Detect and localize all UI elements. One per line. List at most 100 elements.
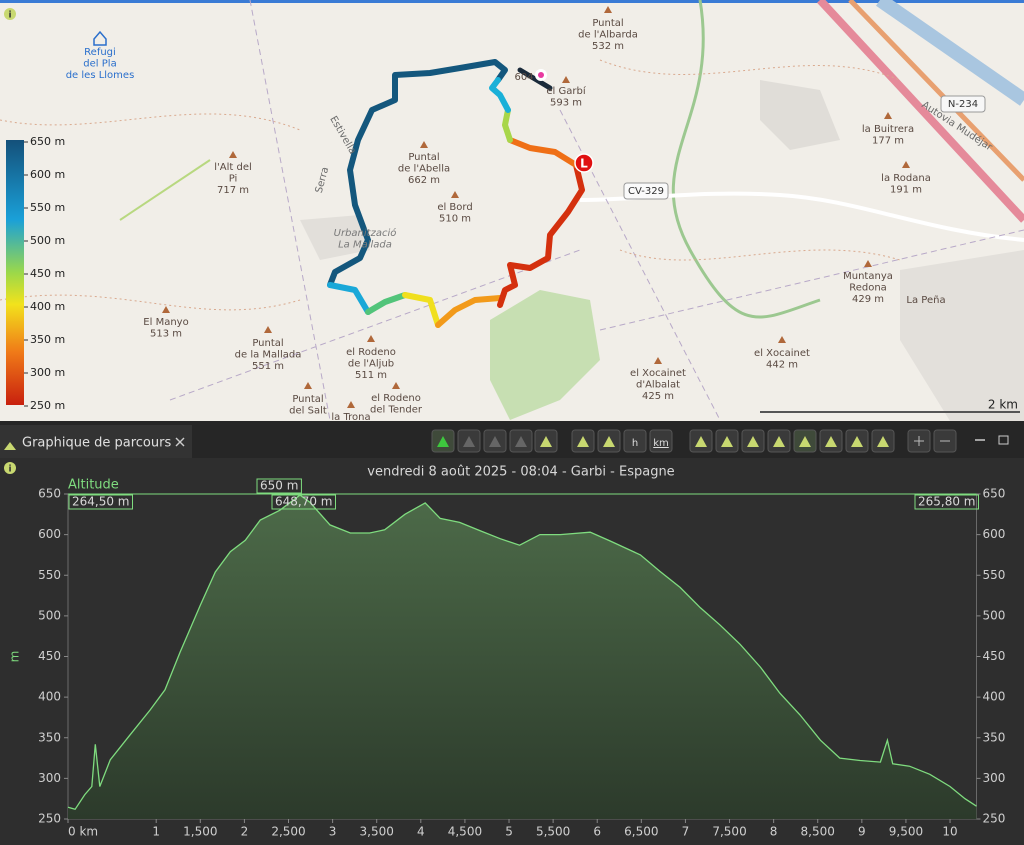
peak-icon [778,336,786,343]
y-tick-label: 600 [983,527,1006,541]
refuge-icon [93,30,107,46]
toolbar-button[interactable] [623,429,647,453]
peak-icon [562,76,570,83]
y-tick-label: 250 [983,812,1006,826]
altitude-line [67,494,977,811]
x-tick-label: 2 [241,825,249,839]
peak-icon [884,112,892,119]
y-tick-label: 550 [38,568,61,582]
x-tick-label: 6 [593,825,601,839]
place-label: del Pla [83,59,116,70]
tab-icon [4,442,16,450]
y-tick-label: 500 [983,608,1006,622]
x-tick-label: 5 [505,825,513,839]
x-tick-label: 8,500 [801,825,835,839]
profile-panel: Graphique de parcours h km i vendredi 8 a… [0,421,1024,845]
toolbar-button[interactable] [649,429,673,453]
svg-text:i: i [8,11,11,21]
place-label: Urbanització [334,227,397,239]
x-tick-label: 9,500 [889,825,923,839]
x-tick-label: 7 [682,825,690,839]
window-maximize [998,435,1009,445]
legend-label: 600 m [30,168,65,181]
place-label: de l'Abella [398,164,450,175]
svg-text:i: i [8,465,11,475]
place-label: el Xocainet [630,368,686,379]
info-icon[interactable]: i [4,8,16,21]
place-label: 191 m [890,185,922,196]
y-tick-label: 400 [38,690,61,704]
legend-label: 500 m [30,234,65,247]
place-label: l'Alt del [214,162,252,173]
place-label: 604 [514,72,533,83]
area [68,495,977,819]
legend-label: 400 m [30,300,65,313]
x-tick-label: 10 [942,825,957,839]
y-tick-label: 250 [38,812,61,826]
x-tick-label: 4,500 [448,825,482,839]
place-label: Puntal [592,18,623,29]
toolbar-glyph [721,436,733,447]
tab-close[interactable] [175,437,185,447]
road-label: CV-329 [628,186,664,197]
place-label: el Garbí [546,85,586,97]
chart-title: vendredi 8 août 2025 - 08:04 - Garbi - E… [367,465,674,480]
route-marker[interactable] [574,153,594,173]
toolbar-label: h [632,438,638,449]
place-label: 551 m [252,361,284,372]
peak-icon [451,191,459,198]
toolbar-glyph [463,436,475,447]
x-tick-label: 4 [417,825,425,839]
legend-label: 550 m [30,201,65,214]
place-label: 425 m [642,391,674,402]
annotation-box [256,478,302,494]
y-tick-label: 350 [38,730,61,744]
x-tick-label: 9 [858,825,866,839]
place-label: La Mallada [338,240,392,251]
toolbar-glyph [825,436,837,447]
x-tick-label: 5,500 [536,825,570,839]
tab[interactable] [0,425,192,458]
place-label: 513 m [150,329,182,340]
place-label: 511 m [355,370,387,381]
y-tick-label: 400 [983,690,1006,704]
toolbar-glyph [577,436,589,447]
toolbar-glyph [851,436,863,447]
place-label: de l'Albarda [578,30,638,41]
legend-label: 250 m [30,399,65,412]
y-tick-label: 450 [983,649,1006,663]
terrain [0,0,1024,421]
info-icon[interactable]: i [4,462,16,475]
place-label: la Rodana [881,173,931,184]
peak-icon [347,401,355,408]
place-label: el Bord [437,202,472,213]
place-label: Puntal [292,394,323,405]
annotation-box [68,494,133,510]
toolbar-glyph [603,436,615,447]
place-label: d'Albalat [636,380,680,391]
x-tick-label: 7,500 [712,825,746,839]
y-tick-label: 300 [983,771,1006,785]
peak-icon [654,357,662,364]
place-label: 593 m [550,98,582,109]
legend-label: 450 m [30,267,65,280]
place-label: Puntal [252,338,283,349]
place-label: el Rodeno [371,393,421,404]
x-tick-label: 1 [152,825,160,839]
x-tick-label: 1,500 [183,825,217,839]
road-label: N-234 [948,99,978,110]
y-axis-label: m [8,651,22,663]
place-label: 717 m [217,185,249,196]
route-marker-label: L [580,157,588,171]
annotation-label: 264,50 m [72,495,130,509]
road-shield [940,95,986,113]
legend-label: 650 m [30,135,65,148]
y-tick-label: 450 [38,649,61,663]
peak-icon [229,151,237,158]
x-tick-label: 0 km [68,825,98,839]
peak-icon [264,326,272,333]
tab-title: Graphique de parcours [22,436,171,451]
road-shield [623,182,669,200]
toolbar-label: km [653,438,669,449]
